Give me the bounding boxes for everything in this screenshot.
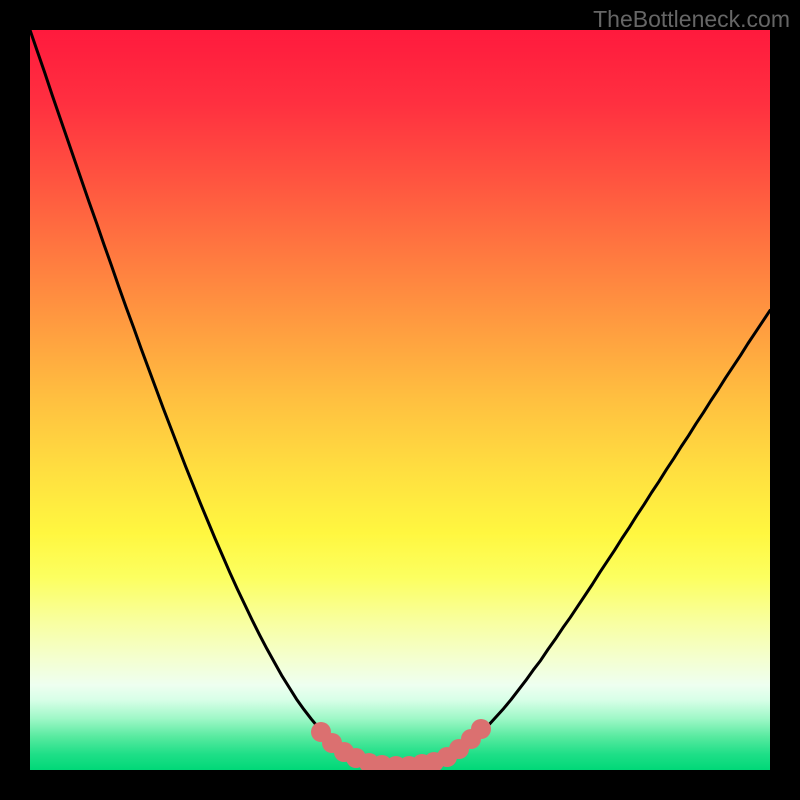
chart-stage: TheBottleneck.com bbox=[0, 0, 800, 800]
watermark-text: TheBottleneck.com bbox=[593, 6, 790, 33]
plot-area bbox=[30, 30, 770, 770]
v-curve bbox=[30, 30, 770, 766]
trough-marker bbox=[471, 719, 491, 739]
curve-layer bbox=[30, 30, 770, 770]
